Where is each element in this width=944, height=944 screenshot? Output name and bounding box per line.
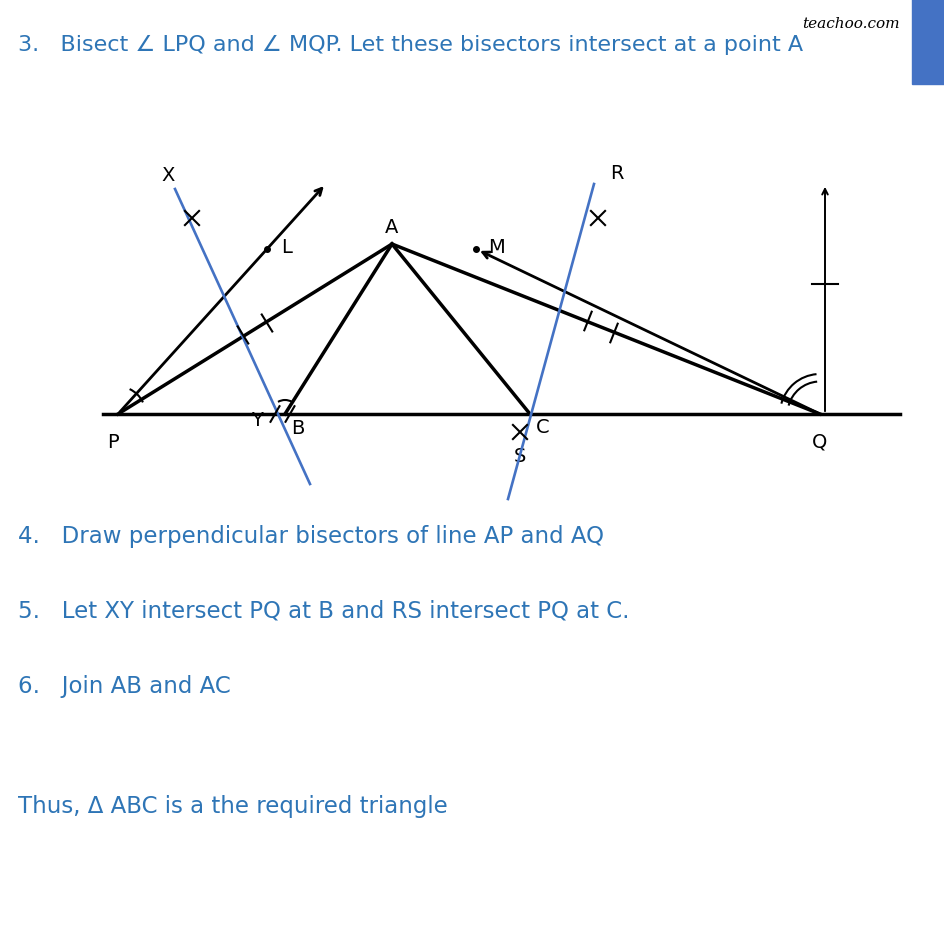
Text: S: S: [514, 447, 526, 465]
Text: C: C: [535, 417, 549, 436]
Text: A: A: [385, 218, 398, 237]
Text: P: P: [107, 432, 119, 451]
Text: 4.   Draw perpendicular bisectors of line AP and AQ: 4. Draw perpendicular bisectors of line …: [18, 525, 603, 548]
Text: X: X: [161, 166, 175, 185]
Text: teachoo.com: teachoo.com: [801, 17, 899, 31]
Text: 5.   Let XY intersect PQ at B and RS intersect PQ at C.: 5. Let XY intersect PQ at B and RS inter…: [18, 599, 629, 622]
Text: Thus, Δ ABC is a the required triangle: Thus, Δ ABC is a the required triangle: [18, 794, 447, 818]
Text: Y: Y: [251, 411, 262, 430]
Text: R: R: [610, 164, 623, 183]
Text: 6.   Join AB and AC: 6. Join AB and AC: [18, 674, 230, 698]
Bar: [911, 0, 944, 85]
Text: M: M: [487, 238, 504, 257]
Text: 3.   Bisect ∠ LPQ and ∠ MQP. Let these bisectors intersect at a point A: 3. Bisect ∠ LPQ and ∠ MQP. Let these bis…: [18, 35, 802, 55]
Text: Q: Q: [812, 432, 827, 451]
Text: B: B: [291, 418, 304, 437]
Text: L: L: [280, 238, 292, 257]
